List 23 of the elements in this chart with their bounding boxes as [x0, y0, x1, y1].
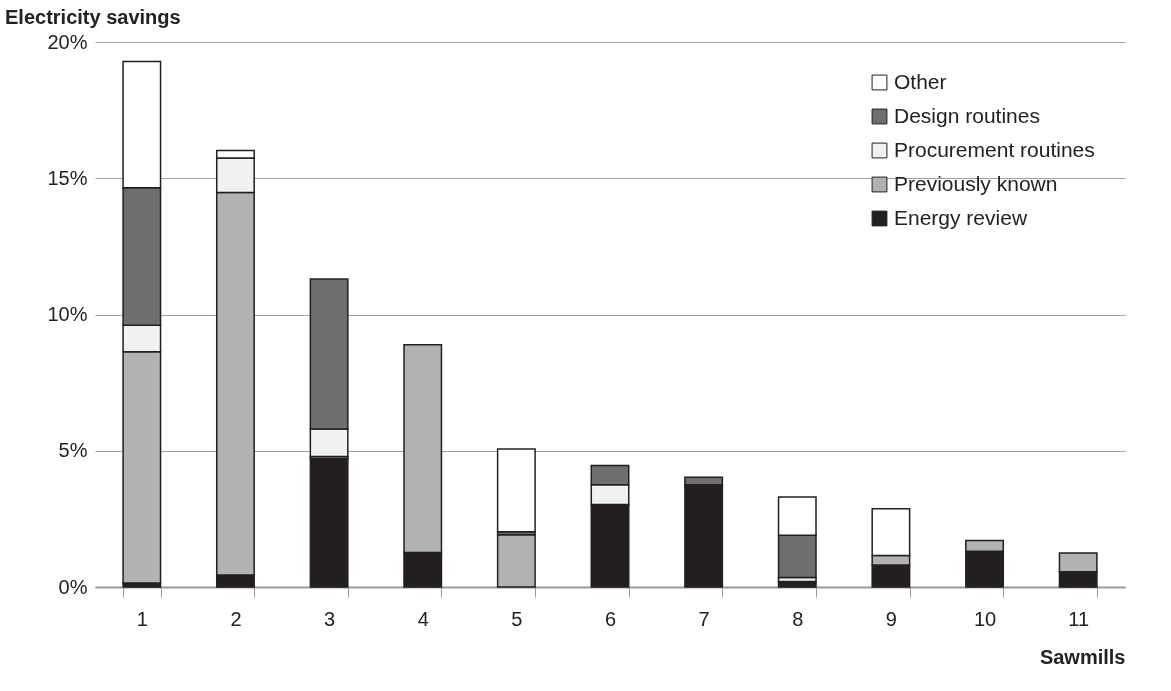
- x-tick-label: 11: [1068, 607, 1090, 630]
- x-tick-label: 5: [511, 607, 523, 630]
- chart-title: Electricity savings: [5, 6, 181, 28]
- legend-label: Procurement routines: [894, 137, 1095, 161]
- x-tick-label: 9: [885, 607, 897, 630]
- legend-label: Previously known: [894, 171, 1058, 195]
- y-tick-label: 5%: [58, 439, 88, 462]
- x-tick-label: 7: [698, 607, 710, 630]
- legend-label: Other: [894, 69, 947, 93]
- x-tick-label: 2: [230, 607, 242, 630]
- x-tick-label: 8: [792, 607, 804, 630]
- legend-label: Energy review: [894, 205, 1028, 229]
- y-tick-label: 10%: [47, 303, 88, 325]
- y-tick-label: 15%: [47, 166, 88, 189]
- x-tick-label: 6: [604, 607, 617, 630]
- x-tick-label: 1: [136, 607, 148, 630]
- x-axis-title: Sawmills: [1039, 645, 1126, 668]
- x-tick-label: 10: [973, 607, 997, 630]
- y-tick-label: 0%: [58, 575, 88, 598]
- legend-label: Design routines: [894, 103, 1040, 127]
- x-tick-label: 4: [417, 607, 429, 630]
- x-tick-label: 3: [324, 607, 336, 630]
- y-tick-label: 20%: [47, 30, 88, 53]
